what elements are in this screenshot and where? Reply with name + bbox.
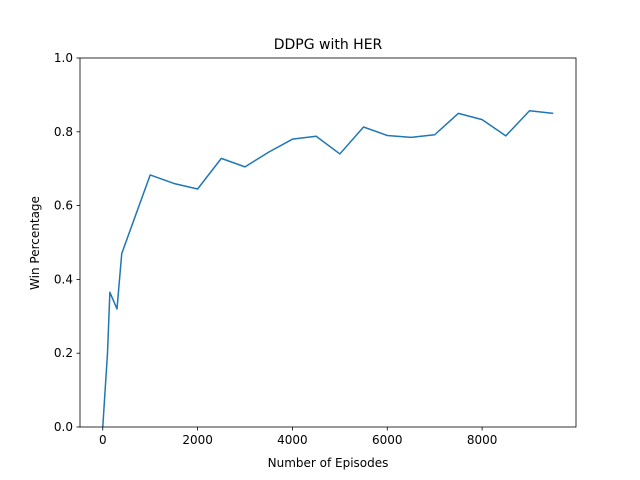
- x-tick-label: 6000: [372, 433, 403, 447]
- y-tick-label: 1.0: [54, 51, 73, 65]
- x-tick-label: 0: [99, 433, 107, 447]
- y-tick-label: 0.8: [54, 125, 73, 139]
- x-axis-label: Number of Episodes: [268, 456, 389, 470]
- x-tick-label: 4000: [277, 433, 308, 447]
- chart-title: DDPG with HER: [274, 37, 383, 53]
- y-tick-label: 0.2: [54, 346, 73, 360]
- y-axis-label: Win Percentage: [28, 196, 42, 290]
- series-line-0: [102, 110, 554, 428]
- x-tick-label: 2000: [182, 433, 213, 447]
- y-tick-label: 0.6: [54, 199, 73, 213]
- plot-area: 0 2000 4000 6000 8000 0.0 0.2 0.4 0.6 0.8 1.0: [54, 51, 577, 447]
- y-tick-label: 0.4: [54, 272, 73, 286]
- x-tick-label: 8000: [467, 433, 498, 447]
- axes-frame: [79, 57, 577, 428]
- y-tick-label: 0.0: [54, 420, 73, 434]
